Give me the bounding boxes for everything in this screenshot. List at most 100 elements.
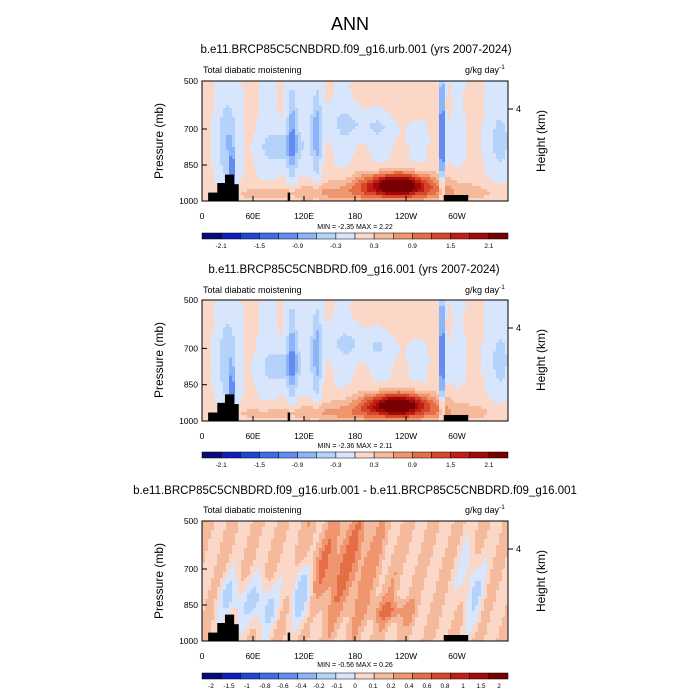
- heatmap-cell: [499, 300, 503, 304]
- heatmap-cell: [298, 300, 302, 304]
- heatmap-cell: [268, 189, 272, 193]
- heatmap-cell: [301, 90, 305, 94]
- heatmap-cell: [418, 315, 422, 319]
- heatmap-cell: [505, 90, 508, 94]
- heatmap-cell: [322, 123, 326, 127]
- heatmap-cell: [292, 192, 296, 196]
- heatmap-cell: [463, 132, 467, 136]
- heatmap-cell: [337, 171, 341, 175]
- heatmap-cell: [235, 159, 239, 163]
- heatmap-cell: [493, 114, 497, 118]
- heatmap-cell: [349, 123, 353, 127]
- heatmap-cell: [430, 159, 434, 163]
- heatmap-cell: [334, 312, 338, 316]
- heatmap-cell: [310, 174, 314, 178]
- heatmap-cell: [436, 102, 440, 106]
- heatmap-cell: [379, 114, 383, 118]
- heatmap-cell: [247, 171, 251, 175]
- colorbar-swatch: [412, 232, 432, 240]
- heatmap-cell: [478, 306, 482, 310]
- heatmap-cell: [298, 315, 302, 319]
- heatmap-cell: [310, 141, 314, 145]
- heatmap-cell: [241, 153, 245, 157]
- heatmap-cell: [367, 105, 371, 109]
- heatmap-cell: [448, 183, 452, 187]
- heatmap-cell: [283, 105, 287, 109]
- heatmap-cell: [385, 318, 389, 322]
- heatmap-cell: [502, 195, 506, 199]
- heatmap-cell: [457, 156, 461, 160]
- heatmap-cell: [412, 321, 416, 325]
- heatmap-cell: [364, 102, 368, 106]
- heatmap-cell: [481, 168, 485, 172]
- heatmap-cell: [409, 180, 413, 184]
- heatmap-cell: [256, 141, 260, 145]
- heatmap-cell: [391, 153, 395, 157]
- heatmap-cell: [337, 159, 341, 163]
- heatmap-cell: [280, 177, 284, 181]
- heatmap-cell: [487, 111, 491, 115]
- heatmap-cell: [457, 147, 461, 151]
- heatmap-cell: [208, 147, 212, 151]
- heatmap-cell: [460, 132, 464, 136]
- heatmap-cell: [253, 312, 257, 316]
- heatmap-cell: [394, 183, 398, 187]
- heatmap-cell: [379, 132, 383, 136]
- heatmap-cell: [262, 135, 266, 139]
- heatmap-cell: [208, 324, 212, 328]
- heatmap-cell: [388, 90, 392, 94]
- heatmap-cell: [292, 303, 296, 307]
- heatmap-cell: [499, 306, 503, 310]
- heatmap-cell: [226, 141, 230, 145]
- heatmap-cell: [232, 84, 236, 88]
- heatmap-cell: [256, 156, 260, 160]
- heatmap-cell: [469, 183, 473, 187]
- heatmap-cell: [490, 93, 494, 97]
- heatmap-cell: [424, 144, 428, 148]
- heatmap-cell: [475, 168, 479, 172]
- heatmap-cell: [430, 165, 434, 169]
- heatmap-cell: [469, 321, 473, 325]
- heatmap-cell: [316, 186, 320, 190]
- heatmap-cell: [247, 156, 251, 160]
- heatmap-cell: [433, 195, 437, 199]
- heatmap-cell: [406, 87, 410, 91]
- heatmap-cell: [388, 195, 392, 199]
- heatmap-cell: [304, 150, 308, 154]
- heatmap-cell: [391, 96, 395, 100]
- heatmap-cell: [247, 102, 251, 106]
- heatmap-cell: [220, 309, 224, 313]
- heatmap-cell: [238, 102, 242, 106]
- heatmap-cell: [406, 174, 410, 178]
- heatmap-cell: [445, 90, 449, 94]
- heatmap-cell: [355, 93, 359, 97]
- heatmap-cell: [385, 309, 389, 313]
- heatmap-cell: [208, 174, 212, 178]
- heatmap-cell: [226, 120, 230, 124]
- heatmap-cell: [340, 111, 344, 115]
- heatmap-cell: [313, 174, 317, 178]
- heatmap-cell: [355, 129, 359, 133]
- heatmap-cell: [205, 129, 209, 133]
- heatmap-cell: [412, 120, 416, 124]
- heatmap-cell: [421, 90, 425, 94]
- heatmap-cell: [268, 171, 272, 175]
- heatmap-cell: [256, 171, 260, 175]
- heatmap-cell: [373, 120, 377, 124]
- heatmap-cell: [307, 180, 311, 184]
- heatmap-cell: [406, 186, 410, 190]
- heatmap-cell: [202, 189, 206, 193]
- heatmap-cell: [292, 126, 296, 130]
- heatmap-cell: [310, 162, 314, 166]
- heatmap-cell: [475, 144, 479, 148]
- heatmap-cell: [307, 195, 311, 199]
- heatmap-cell: [442, 159, 446, 163]
- heatmap-cell: [367, 90, 371, 94]
- heatmap-cell: [412, 105, 416, 109]
- heatmap-cell: [481, 138, 485, 142]
- heatmap-cell: [343, 159, 347, 163]
- heatmap-cell: [475, 159, 479, 163]
- heatmap-cell: [289, 303, 293, 307]
- heatmap-cell: [223, 138, 227, 142]
- heatmap-cell: [229, 126, 233, 130]
